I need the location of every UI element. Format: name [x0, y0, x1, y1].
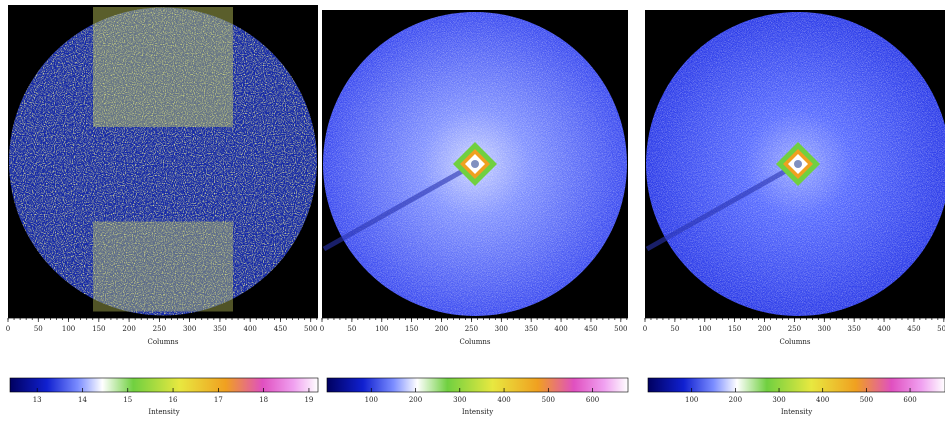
x-tick-label: 350	[847, 325, 860, 333]
x-tick-label: 50	[670, 325, 679, 333]
x-tick-label: 100	[62, 325, 75, 333]
colorbar-label: Intensity	[462, 408, 493, 416]
x-tick-label: 150	[92, 325, 105, 333]
colorbar-tick-label: 100	[365, 396, 378, 404]
x-tick-label: 450	[907, 325, 920, 333]
x-tick-label: 250	[465, 325, 478, 333]
colorbar	[9, 377, 319, 393]
x-tick-label: 450	[274, 325, 287, 333]
x-tick-label: 200	[122, 325, 135, 333]
colorbar-tick-label: 500	[542, 396, 555, 404]
colorbar-tick-label: 500	[860, 396, 873, 404]
x-tick-label: 100	[375, 325, 388, 333]
x-tick-label: 150	[728, 325, 741, 333]
colorbar-tick-label: 14	[78, 396, 87, 404]
x-tick-label: 400	[244, 325, 257, 333]
beam-center	[471, 160, 479, 168]
x-tick-label: 350	[524, 325, 537, 333]
colorbar-tick-label: 300	[453, 396, 466, 404]
panel	[8, 5, 318, 318]
x-axis-label: Columns	[779, 338, 810, 346]
bright-region	[93, 7, 233, 127]
colorbar-tick-label: 17	[214, 396, 223, 404]
beamstop	[322, 161, 477, 252]
colorbar-label: Intensity	[148, 408, 179, 416]
colorbar-tick-label: 300	[772, 396, 785, 404]
colorbar-tick-label: 19	[304, 396, 313, 404]
colorbar-tick-label: 200	[409, 396, 422, 404]
x-axis-label: Columns	[459, 338, 490, 346]
x-tick-label: 0	[320, 325, 324, 333]
x-tick-label: 500	[614, 325, 627, 333]
colorbar	[647, 377, 945, 393]
colorbar-tick-label: 18	[259, 396, 268, 404]
x-tick-label: 300	[495, 325, 508, 333]
colorbar-tick-label: 100	[685, 396, 698, 404]
colorbar-tick-label: 16	[169, 396, 178, 404]
x-tick-label: 250	[153, 325, 166, 333]
x-tick-label: 50	[347, 325, 356, 333]
x-tick-label: 400	[554, 325, 567, 333]
colorbar-tick-label: 600	[586, 396, 599, 404]
detector-noise	[9, 7, 317, 316]
x-tick-label: 500	[304, 325, 317, 333]
colorbar-label: Intensity	[781, 408, 812, 416]
panel	[322, 10, 628, 318]
bright-region	[93, 221, 233, 312]
x-tick-label: 350	[213, 325, 226, 333]
colorbar-tick-label: 200	[729, 396, 742, 404]
x-tick-label: 200	[758, 325, 771, 333]
x-tick-label: 50	[34, 325, 43, 333]
panel	[645, 10, 945, 318]
x-tick-label: 150	[405, 325, 418, 333]
x-tick-label: 300	[818, 325, 831, 333]
beamstop	[645, 161, 800, 252]
x-tick-label: 0	[643, 325, 647, 333]
beam-center	[794, 160, 802, 168]
x-tick-label: 100	[698, 325, 711, 333]
colorbar-tick-label: 400	[497, 396, 510, 404]
colorbar-tick-label: 15	[123, 396, 132, 404]
x-tick-label: 0	[6, 325, 10, 333]
x-tick-label: 500	[937, 325, 945, 333]
x-tick-label: 250	[788, 325, 801, 333]
colorbar-tick-label: 600	[903, 396, 916, 404]
colorbar-tick-label: 400	[816, 396, 829, 404]
x-tick-label: 200	[435, 325, 448, 333]
colorbar-tick-label: 13	[33, 396, 42, 404]
x-axis-label: Columns	[147, 338, 178, 346]
x-tick-label: 300	[183, 325, 196, 333]
x-tick-label: 450	[584, 325, 597, 333]
x-tick-label: 400	[877, 325, 890, 333]
colorbar	[326, 377, 629, 393]
